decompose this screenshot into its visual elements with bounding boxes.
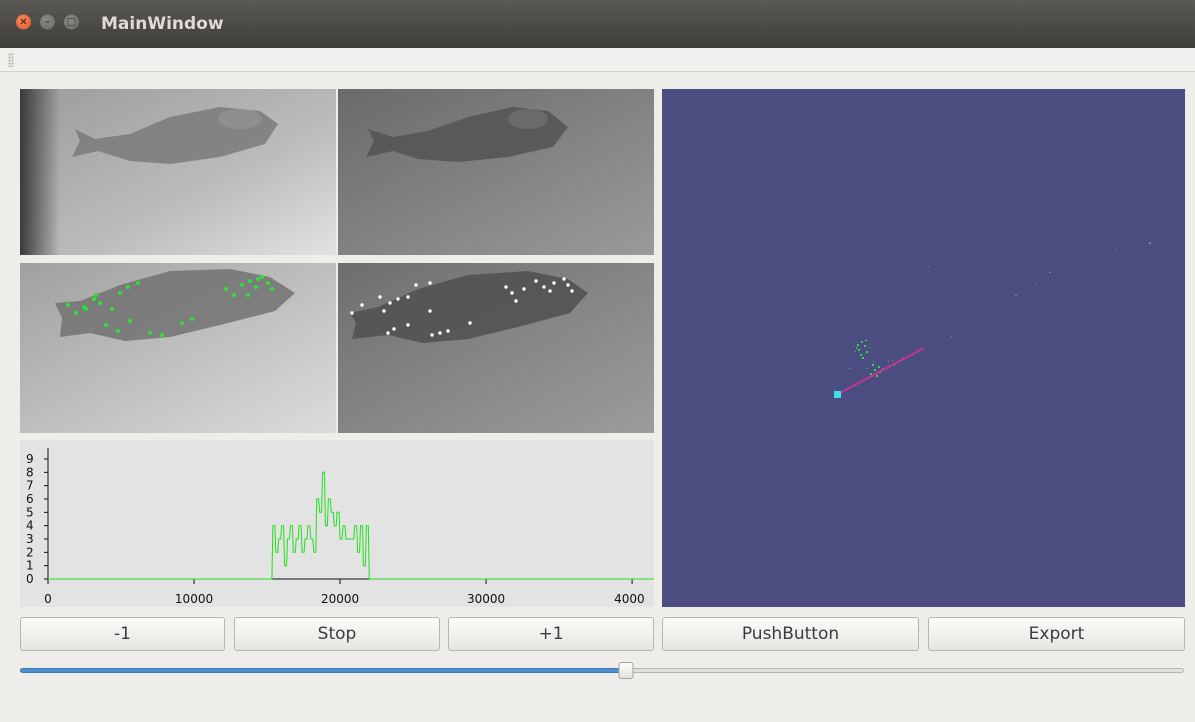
step-forward-button[interactable]: +1 bbox=[448, 617, 654, 651]
stop-button[interactable]: Stop bbox=[234, 617, 440, 651]
step-back-button[interactable]: -1 bbox=[20, 617, 225, 651]
3d-point-cloud-view[interactable] bbox=[662, 89, 1185, 607]
x-tick-label: 4000 bbox=[614, 592, 645, 606]
y-tick-label: 5 bbox=[26, 505, 34, 519]
export-button[interactable]: Export bbox=[928, 617, 1185, 651]
menu-bar bbox=[0, 48, 1195, 72]
y-tick-label: 0 bbox=[26, 572, 34, 586]
x-tick-label: 20000 bbox=[321, 592, 359, 606]
y-tick-label: 1 bbox=[26, 559, 34, 573]
window-title: MainWindow bbox=[101, 14, 224, 34]
x-tick-label: 10000 bbox=[175, 592, 213, 606]
camera-right-features bbox=[338, 263, 654, 433]
maximize-window-icon[interactable]: □ bbox=[64, 14, 79, 30]
feature-count-series-line bbox=[48, 471, 654, 580]
title-bar: × – □ MainWindow bbox=[0, 0, 1195, 48]
y-tick-label: 3 bbox=[26, 532, 34, 546]
camera-position-marker bbox=[834, 391, 841, 398]
y-tick-label: 7 bbox=[26, 479, 34, 493]
menubar-grip-icon[interactable] bbox=[8, 53, 14, 67]
y-tick-label: 8 bbox=[26, 465, 34, 479]
camera-left-raw bbox=[20, 89, 336, 255]
camera-left-features bbox=[20, 263, 336, 433]
y-tick-label: 2 bbox=[26, 545, 34, 559]
point-cloud-cluster bbox=[849, 340, 903, 377]
y-tick-label: 6 bbox=[26, 492, 34, 506]
slider-handle[interactable] bbox=[618, 662, 634, 679]
x-tick-label: 30000 bbox=[467, 592, 505, 606]
camera-right-raw bbox=[338, 89, 654, 255]
x-tick-label: 0 bbox=[44, 592, 52, 606]
camera-trajectory-line bbox=[837, 347, 925, 395]
minimize-window-icon[interactable]: – bbox=[40, 14, 55, 30]
push-button[interactable]: PushButton bbox=[662, 617, 919, 651]
close-window-icon[interactable]: × bbox=[16, 14, 31, 30]
slider-fill bbox=[20, 668, 627, 673]
frame-slider[interactable] bbox=[20, 662, 1184, 679]
y-tick-label: 9 bbox=[26, 452, 34, 466]
y-tick-label: 4 bbox=[26, 519, 34, 533]
